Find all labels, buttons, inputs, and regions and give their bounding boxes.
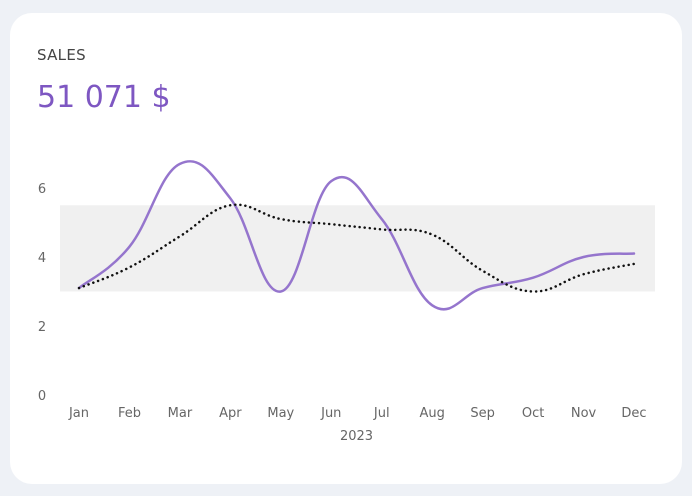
x-tick-label: Apr [219,406,242,421]
x-tick-label: Nov [571,406,597,421]
trend-series-line [77,203,636,293]
x-tick-label: May [267,406,294,421]
y-tick-label: 0 [38,389,46,404]
x-axis-label: 2023 [340,429,373,444]
x-tick-label: Jul [373,406,390,421]
x-tick-label: Aug [419,406,444,421]
card-title: SALES [37,46,86,64]
y-axis-ticks: 0 2 4 6 [38,182,46,404]
target-band [60,205,655,292]
sales-total-value: 51 071 $ [37,80,171,115]
x-tick-label: Dec [621,406,646,421]
x-tick-label: Sep [470,406,495,421]
sales-series-line [77,160,636,311]
y-tick-label: 4 [38,251,46,266]
x-tick-label: Feb [118,406,141,421]
y-tick-label: 6 [38,182,46,197]
x-axis-ticks: Jan Feb Mar Apr May Jun Jul Aug Sep Oct Nov Dec [68,406,647,421]
x-tick-label: Oct [522,406,544,421]
x-tick-label: Jan [68,406,89,421]
x-tick-label: Mar [168,406,193,421]
x-tick-label: Jun [320,406,341,421]
y-tick-label: 2 [38,320,46,335]
